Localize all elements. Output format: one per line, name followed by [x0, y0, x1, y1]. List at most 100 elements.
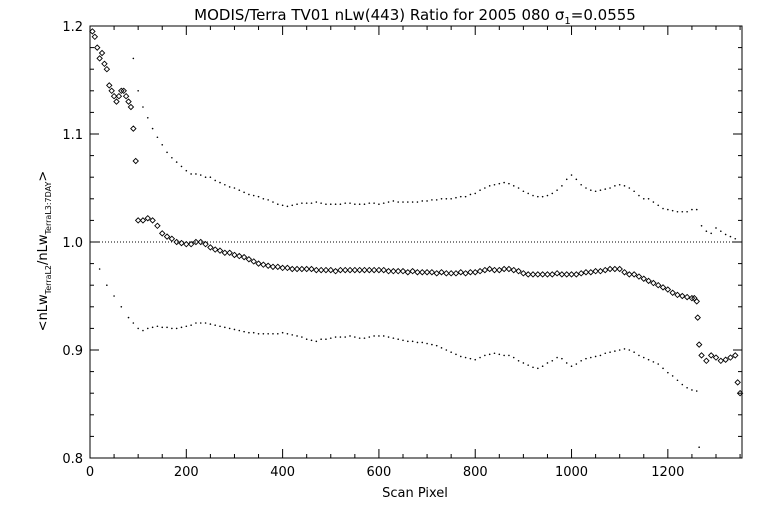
data-point-diamond: [694, 314, 701, 321]
data-point-diamond: [303, 265, 310, 273]
data-point-dot: [459, 195, 462, 198]
data-point-dot: [541, 195, 544, 198]
data-point-dot: [657, 363, 660, 365]
data-point-dot: [440, 198, 443, 200]
data-point-dot: [142, 329, 144, 332]
data-point-diamond: [390, 267, 397, 275]
data-point-dot: [459, 355, 462, 358]
data-point-diamond: [558, 271, 566, 278]
data-point-diamond: [149, 217, 156, 224]
data-point-diamond: [337, 266, 344, 274]
data-point-diamond: [688, 294, 696, 302]
data-point-diamond: [399, 267, 407, 275]
data-point-diamond: [118, 87, 125, 95]
data-point-dot: [243, 330, 245, 333]
data-point-diamond: [132, 157, 139, 165]
data-point-dot: [522, 362, 525, 364]
data-point-dot: [565, 362, 568, 364]
data-point-dot: [238, 329, 241, 332]
data-point-dot: [638, 194, 640, 197]
data-point-dot: [609, 351, 611, 353]
data-point-dot: [373, 335, 375, 337]
data-point-diamond: [409, 267, 416, 275]
data-point-dot: [426, 200, 428, 202]
data-point-dot: [589, 189, 592, 191]
data-point-dot: [474, 192, 477, 195]
data-point-dot: [662, 367, 664, 370]
data-point-dot: [363, 203, 366, 205]
data-point-dot: [416, 201, 419, 203]
data-point-diamond: [356, 266, 363, 274]
data-point-diamond: [274, 263, 282, 271]
data-point-diamond: [264, 262, 272, 269]
data-point-dot: [267, 333, 269, 335]
data-point-dot: [431, 199, 433, 201]
data-point-diamond: [231, 251, 238, 259]
data-point-diamond: [539, 271, 546, 278]
data-point-dot: [296, 335, 298, 337]
data-point-dot: [137, 90, 139, 92]
data-point-diamond: [298, 265, 306, 273]
data-point-dot: [652, 201, 655, 203]
data-point-dot: [431, 343, 433, 346]
data-point-diamond: [654, 281, 662, 289]
x-tick-label: 200: [174, 465, 199, 480]
data-point-dot: [695, 208, 698, 211]
data-point-dot: [426, 342, 428, 345]
data-point-diamond: [308, 265, 315, 273]
data-point-dot: [243, 191, 245, 194]
data-point-dot: [498, 353, 501, 356]
data-point-dot: [517, 360, 520, 362]
data-point-dot: [214, 179, 216, 182]
data-point-dot: [195, 173, 197, 175]
data-point-diamond: [443, 270, 450, 277]
data-point-diamond: [139, 217, 147, 224]
data-point-diamond: [626, 271, 633, 278]
data-point-dot: [402, 339, 404, 342]
data-point-diamond: [529, 271, 537, 278]
data-point-dot: [551, 360, 554, 362]
data-point-diamond: [587, 269, 595, 276]
data-point-dot: [382, 335, 385, 337]
data-point-dot: [561, 185, 563, 187]
data-point-diamond: [240, 253, 248, 261]
data-point-dot: [382, 202, 385, 204]
data-point-dot: [734, 237, 737, 240]
y-tick-label: 1.2: [62, 20, 83, 35]
data-point-dot: [161, 144, 164, 146]
data-point-diamond: [674, 291, 681, 299]
y-axis-label: <nLwTerraL2/nLwTerraL3:7DAY>: [36, 171, 53, 332]
data-point-dot: [387, 201, 390, 203]
data-point-diamond: [163, 233, 171, 240]
data-point-diamond: [183, 240, 190, 248]
data-point-diamond: [313, 266, 320, 274]
data-point-dot: [354, 336, 356, 338]
data-point-dot: [484, 354, 486, 357]
data-point-dot: [151, 127, 154, 130]
data-point-dot: [113, 295, 115, 297]
data-point-dot: [647, 198, 650, 200]
data-point-dot: [652, 361, 655, 363]
data-point-diamond: [361, 266, 368, 274]
data-point-dot: [691, 208, 693, 211]
data-point-diamond: [168, 235, 176, 242]
data-point-dot: [455, 196, 457, 199]
data-point-dot: [522, 190, 525, 193]
data-point-dot: [589, 356, 592, 359]
data-point-dot: [416, 341, 419, 344]
data-point-dot: [580, 360, 582, 362]
data-point-dot: [594, 355, 597, 358]
data-point-dot: [623, 348, 626, 350]
data-point-diamond: [481, 266, 489, 274]
data-point-dot: [175, 161, 178, 163]
data-point-dot: [349, 202, 351, 204]
data-point-diamond: [289, 265, 296, 273]
data-point-dot: [106, 284, 108, 287]
data-point-diamond: [722, 356, 729, 363]
data-point-dot: [575, 178, 578, 181]
data-point-diamond: [317, 266, 325, 274]
data-point-dot: [387, 336, 390, 338]
data-point-dot: [233, 328, 236, 331]
data-point-diamond: [707, 352, 715, 359]
data-point-dot: [281, 204, 284, 207]
